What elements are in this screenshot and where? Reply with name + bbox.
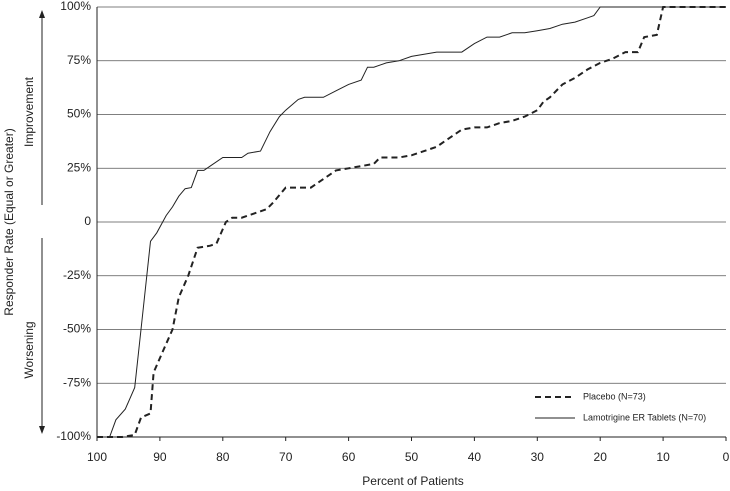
y-tick-label: 0	[84, 214, 91, 228]
x-tick-label: 10	[656, 450, 670, 464]
x-tick-label: 100	[87, 450, 107, 464]
legend-label: Placebo (N=73)	[583, 391, 646, 401]
y-tick-label: -100%	[56, 429, 91, 443]
series-line	[97, 6, 726, 438]
annotation: Worsening	[22, 321, 36, 378]
y-axis-label: Responder Rate (Equal or Greater)	[2, 128, 16, 315]
x-tick-label: 50	[405, 450, 419, 464]
x-tick-label: 0	[723, 450, 730, 464]
x-tick-label: 90	[153, 450, 167, 464]
x-tick-label: 80	[216, 450, 230, 464]
x-tick-label: 70	[279, 450, 293, 464]
y-tick-label: -75%	[63, 375, 91, 389]
x-axis-label: Percent of Patients	[362, 474, 463, 488]
y-tick-label: -50%	[63, 322, 91, 336]
x-tick-label: 20	[594, 450, 608, 464]
y-tick-label: 75%	[67, 53, 91, 67]
annotation: Improvement	[22, 76, 36, 147]
legend-label: Lamotrigine ER Tablets (N=70)	[583, 412, 706, 422]
x-tick-label: 40	[468, 450, 482, 464]
series-line	[97, 6, 726, 438]
y-tick-label: -25%	[63, 268, 91, 282]
x-tick-label: 60	[342, 450, 356, 464]
y-tick-label: 50%	[67, 107, 91, 121]
y-tick-label: 25%	[67, 160, 91, 174]
x-tick-label: 30	[531, 450, 545, 464]
y-tick-label: 100%	[60, 0, 91, 13]
